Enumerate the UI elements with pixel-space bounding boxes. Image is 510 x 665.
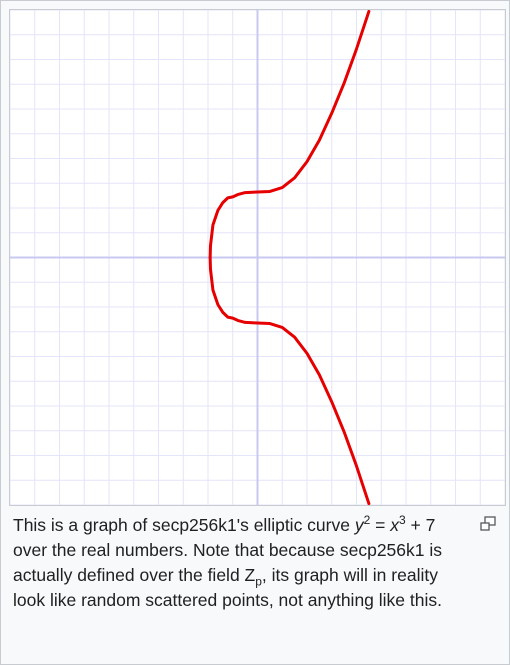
- axes: [10, 10, 505, 505]
- curve-rhs-constant: + 7: [405, 515, 436, 535]
- curve-rhs-exponent: 3: [398, 513, 406, 528]
- caption-text-intro: This is a graph of secp256k1's elliptic …: [13, 515, 355, 535]
- curve-upper-branch: [208, 10, 371, 259]
- field-subscript: p: [255, 574, 262, 589]
- curves: [208, 10, 371, 505]
- curve-rhs-variable: x: [390, 515, 399, 535]
- caption-text-end: , its graph will in reality look like ra…: [13, 565, 442, 610]
- caption-text-middle: over the real numbers. Note that because…: [13, 540, 442, 585]
- curve-lhs-variable: y: [354, 515, 364, 535]
- curve-equals: =: [370, 515, 391, 535]
- magnify-clip-icon[interactable]: [479, 515, 497, 533]
- elliptic-curve-plot: [10, 10, 505, 505]
- curve-lhs-exponent: 2: [363, 513, 371, 528]
- figure-caption: This is a graph of secp256k1's elliptic …: [13, 513, 461, 613]
- curve-lower-branch: [208, 256, 371, 505]
- graph-image[interactable]: [9, 9, 506, 506]
